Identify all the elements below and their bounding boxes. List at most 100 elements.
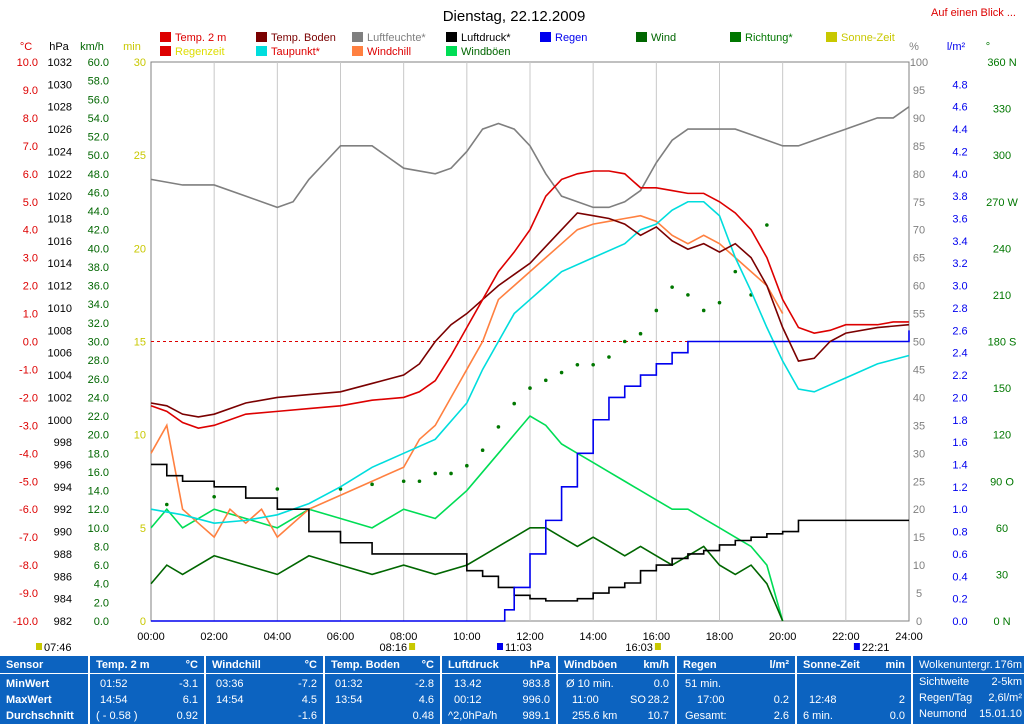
- series-line-wind: [150, 527, 784, 622]
- stats-regen-r2-label: 17:00: [697, 694, 725, 706]
- tick-label-celsius: -6.0: [19, 504, 38, 516]
- stats-druck-avg-val: 989.1: [522, 710, 550, 722]
- tick-label-pct: 20: [913, 504, 925, 516]
- series-line-taupunkt: [150, 200, 910, 524]
- stats-boden-min-time: 01:32: [335, 678, 363, 690]
- axis-header-min: min: [123, 41, 141, 53]
- tick-label-kmh: 24.0: [88, 392, 109, 404]
- tick-label-celsius: 6.0: [23, 169, 38, 181]
- stats-boeen-r1-val: 0.0: [653, 678, 669, 690]
- tick-label-deg: 240: [993, 243, 1011, 255]
- stats-windchill-min-val: -7.2: [298, 678, 317, 690]
- tick-label-hpa: 1020: [48, 191, 72, 203]
- tick-label-pct: 65: [913, 253, 925, 265]
- stats-regen-r3-val: 2.6: [773, 710, 789, 722]
- weather-chart: Dienstag, 22.12.2009 Auf einen Blick ...…: [13, 7, 1019, 654]
- x-tick-label: 08:00: [390, 631, 418, 643]
- tick-label-pct: 15: [913, 532, 925, 544]
- tick-label-kmh: 58.0: [88, 76, 109, 88]
- tick-label-deg: 120: [993, 430, 1011, 442]
- series-point-richtung: [480, 448, 485, 452]
- stats-label-sensor: Sensor: [6, 659, 44, 671]
- legend-label: Wind: [651, 32, 676, 44]
- legend-label: Temp. Boden: [271, 32, 336, 44]
- series-line-temp-2-m: [150, 170, 909, 429]
- series-point-richtung: [275, 487, 280, 491]
- stats-regen-r3-label: Gesamt:: [685, 710, 727, 722]
- stats-druck-unit: hPa: [529, 659, 550, 671]
- tick-label-celsius: 5.0: [23, 197, 38, 209]
- tick-label-kmh: 44.0: [88, 206, 109, 218]
- stats-sep: [675, 656, 677, 724]
- tick-label-hpa: 994: [54, 482, 72, 494]
- x-axis: 00:00 02:00 04:00 06:00 08:00 10:00 12:00 14:00…: [137, 631, 923, 643]
- event-marker: [853, 643, 860, 650]
- tick-label-celsius: -4.0: [19, 448, 38, 460]
- stats-windchill-unit: °C: [304, 659, 317, 671]
- legend-label: Regenzeit: [175, 46, 225, 58]
- tick-label-lm2: 3.8: [952, 191, 967, 203]
- series-point-richtung: [575, 362, 580, 367]
- tick-label-hpa: 992: [54, 504, 72, 516]
- tick-label-kmh: 48.0: [88, 169, 109, 181]
- series-line-regen: [151, 330, 910, 622]
- series-point-richtung: [164, 502, 169, 507]
- event-marker: [409, 643, 416, 650]
- tick-label-celsius: 3.0: [23, 253, 38, 265]
- tick-label-hpa: 1018: [48, 214, 72, 226]
- event-markers: 07:46 08:16 11:03 16:03 22:21: [36, 642, 889, 654]
- tick-label-lm2: 3.4: [952, 236, 967, 248]
- stats-extra-r3-label: Neumond: [919, 708, 967, 720]
- stats-label-avg: Durchschnitt: [6, 710, 74, 722]
- stats-boeen-r2-label: 11:00: [572, 694, 599, 706]
- tick-label-lm2: 3.0: [952, 281, 967, 293]
- tick-label-min: 15: [134, 337, 146, 349]
- tick-label-kmh: 2.0: [94, 597, 109, 609]
- stats-sonne-r3-val: 0.0: [889, 710, 905, 722]
- legend-label: Windböen: [461, 46, 511, 58]
- tick-label-pct: 5: [916, 588, 922, 600]
- axis-header-hpa: hPa: [49, 41, 69, 53]
- stats-sonne: Sonne-Zeit min 12:48 2 6 min. 0.0: [799, 656, 911, 724]
- tick-label-pct: 35: [913, 420, 925, 432]
- tick-label-pct: 25: [913, 476, 925, 488]
- stats-druck-head: Luftdruck: [448, 659, 499, 671]
- legend-swatch: [352, 32, 363, 42]
- legend-swatch: [352, 46, 363, 56]
- tick-label-celsius: -5.0: [19, 476, 38, 488]
- tick-label-hpa: 1024: [48, 146, 72, 158]
- tick-label-kmh: 16.0: [88, 467, 109, 479]
- stats-sep: [440, 656, 442, 724]
- tick-label-min: 30: [134, 57, 146, 69]
- stats-sep: [556, 656, 558, 724]
- x-tick-label: 04:00: [264, 631, 292, 643]
- tick-label-kmh: 8.0: [94, 541, 109, 553]
- stats-regen-unit: l/m²: [769, 659, 789, 671]
- tick-label-hpa: 1022: [48, 169, 72, 181]
- series-point-richtung: [417, 479, 422, 484]
- overview-link[interactable]: Auf einen Blick ...: [931, 7, 1016, 19]
- tick-label-lm2: 2.0: [952, 392, 967, 404]
- series-point-richtung: [528, 386, 532, 390]
- stats-boden-max-time: 13:54: [335, 694, 363, 706]
- x-tick-label: 06:00: [327, 631, 355, 643]
- x-tick-label: 10:00: [453, 631, 481, 643]
- tick-label-lm2: 1.2: [952, 482, 967, 494]
- stats-temp-unit: °C: [185, 659, 198, 671]
- tick-label-deg: 270 W: [986, 197, 1018, 209]
- legend-label: Taupunkt*: [271, 46, 321, 58]
- stats-temp-head: Temp. 2 m: [96, 659, 150, 671]
- tick-label-pct: 60: [913, 281, 925, 293]
- series-point-richtung: [654, 308, 659, 313]
- tick-label-pct: 30: [913, 448, 925, 460]
- series-point-richtung: [449, 471, 453, 476]
- stats-sonne-r3-label: 6 min.: [803, 710, 833, 722]
- series-line-luftfeuchte: [150, 106, 910, 209]
- tick-label-celsius: 4.0: [23, 225, 38, 237]
- tick-label-celsius: 9.0: [23, 85, 38, 97]
- tick-label-lm2: 2.8: [952, 303, 967, 315]
- event-time-label: 11:03: [505, 642, 532, 654]
- axis-header-lm2: l/m²: [947, 41, 966, 53]
- tick-label-kmh: 4.0: [94, 579, 109, 591]
- tick-label-hpa: 988: [54, 549, 72, 561]
